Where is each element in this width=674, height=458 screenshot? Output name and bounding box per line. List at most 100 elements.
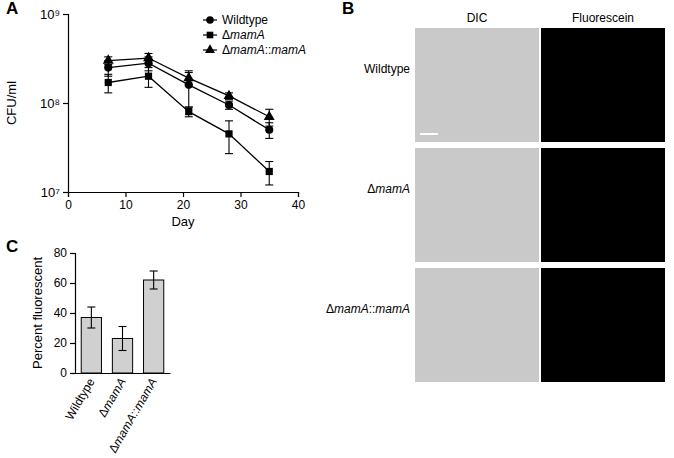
panel-label: B <box>342 0 354 18</box>
tick: ΔmamA <box>95 373 128 420</box>
error-bar <box>225 121 233 154</box>
marker <box>225 130 232 137</box>
column-header: Fluorescein <box>572 11 634 25</box>
scale-bar <box>420 133 438 135</box>
error-bar <box>225 101 233 109</box>
error-bar <box>145 68 153 88</box>
tick: 10⁹ <box>40 7 68 22</box>
tick-label: 10 <box>119 198 133 212</box>
error-bar <box>104 74 112 93</box>
tick: Wildtype <box>62 373 97 422</box>
tick-mark <box>70 313 75 314</box>
legend-item: Wildtype <box>203 13 268 27</box>
tick: ΔmamA::mamA <box>106 373 160 455</box>
series-line <box>108 76 269 171</box>
tick-label: 20 <box>177 198 191 212</box>
axis-line <box>69 193 299 198</box>
tick: 10 <box>119 192 133 212</box>
error-bar <box>150 271 158 289</box>
panel-label: A <box>6 0 18 18</box>
error-bar <box>265 162 273 185</box>
tick-label: 30 <box>234 198 248 212</box>
error-bar <box>87 307 95 328</box>
tick-label: 20 <box>54 336 68 350</box>
axis: 0 10 20 30 40 <box>65 192 305 212</box>
tick: 40 <box>54 306 75 320</box>
tick-mark <box>125 192 126 197</box>
panel-label: C <box>6 237 18 256</box>
column-header: DIC <box>467 11 488 25</box>
micrograph <box>541 28 665 142</box>
tick: 20 <box>177 192 191 212</box>
legend-marker <box>206 16 213 23</box>
tick: 20 <box>54 336 75 350</box>
tick-label: 10⁷ <box>41 185 60 200</box>
marker <box>145 73 152 80</box>
legend-item: ΔmamA::mamA <box>203 43 306 57</box>
tick-label: 40 <box>54 306 68 320</box>
error-bar <box>119 327 127 351</box>
tick-label: 40 <box>292 198 306 212</box>
legend-label: Wildtype <box>222 13 268 27</box>
row-label: ΔmamA <box>367 182 410 196</box>
legend-marker <box>205 44 215 53</box>
tick-label: 0 <box>65 198 72 212</box>
series-line <box>108 63 269 130</box>
marker <box>264 110 275 119</box>
micrograph <box>415 28 539 142</box>
legend-marker <box>207 32 214 39</box>
tick-label: ΔmamA::mamA <box>106 376 160 456</box>
y-axis-title: CFU/ml <box>4 81 19 125</box>
series-line <box>108 58 269 117</box>
tick-mark <box>63 103 68 104</box>
axis-line <box>70 254 76 374</box>
tick-label: 60 <box>54 276 68 290</box>
tick-label: 10⁸ <box>40 96 60 111</box>
micrograph <box>541 268 665 382</box>
tick-mark <box>70 373 75 374</box>
marker <box>105 79 112 86</box>
tick-mark <box>70 343 75 344</box>
tick: 60 <box>54 276 75 290</box>
tick-mark <box>70 283 75 284</box>
legend-label: ΔmamA::mamA <box>222 43 306 57</box>
tick-label: Wildtype <box>62 375 97 422</box>
tick-mark <box>63 192 68 193</box>
legend-label: ΔmamA <box>222 28 265 42</box>
marker <box>266 168 273 175</box>
marker <box>104 64 112 72</box>
x-axis-title: Day <box>171 214 195 229</box>
tick-mark <box>63 14 68 15</box>
legend-item: ΔmamA <box>203 28 265 42</box>
tick-label: 0 <box>60 366 67 380</box>
axis: WildtypeΔmamAΔmamA::mamA <box>62 373 170 455</box>
tick: 10⁷ <box>41 185 68 200</box>
marker <box>143 52 154 61</box>
tick-mark <box>183 192 184 197</box>
row-label: ΔmamA::mamA <box>326 302 410 316</box>
tick-label: 80 <box>54 246 68 260</box>
bar <box>144 280 164 373</box>
tick: 40 <box>292 192 306 212</box>
marker <box>225 101 233 109</box>
tick: 80 <box>54 246 75 260</box>
tick-label: 10⁹ <box>40 7 60 22</box>
tick-mark <box>70 253 75 254</box>
axis: 0 20 40 60 80 <box>54 246 76 380</box>
marker <box>265 126 273 134</box>
marker <box>224 90 235 99</box>
legend: WildtypeΔmamAΔmamA::mamA <box>203 13 306 57</box>
marker <box>183 72 194 81</box>
axis-line <box>76 373 171 374</box>
error-bar <box>185 107 193 117</box>
marker <box>185 108 192 115</box>
axis-line <box>63 15 69 193</box>
micrograph <box>415 148 539 262</box>
tick: 30 <box>234 192 248 212</box>
tick-mark <box>240 192 241 197</box>
micrograph <box>541 148 665 262</box>
tick: 10⁸ <box>40 96 68 111</box>
figure: A01020304010⁷10⁸10⁹DayCFU/mlWildtypeΔmam… <box>0 0 674 458</box>
micrograph <box>415 268 539 382</box>
axis: 10⁷ 10⁸ 10⁹ <box>40 7 69 200</box>
